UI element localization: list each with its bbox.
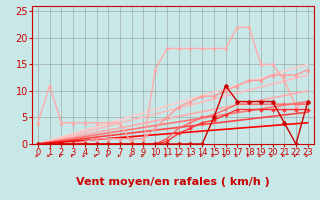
X-axis label: Vent moyen/en rafales ( km/h ): Vent moyen/en rafales ( km/h ) xyxy=(76,177,270,187)
